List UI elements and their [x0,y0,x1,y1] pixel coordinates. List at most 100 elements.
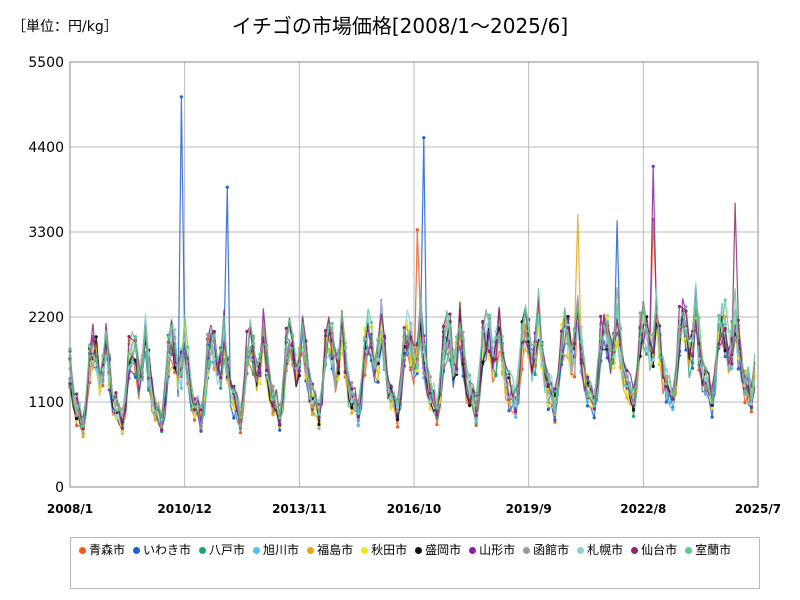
legend-item: 青森市 [79,541,125,559]
legend-label: いわき市 [143,543,192,557]
data-point [514,409,518,414]
data-point [592,404,596,408]
data-point [245,329,249,334]
data-point [422,371,426,375]
data-point [238,415,242,420]
legend-label: 盛岡市 [425,543,462,557]
data-point [258,371,262,375]
data-point [723,355,727,359]
data-point [75,413,79,417]
legend-label: 福島市 [317,543,354,557]
data-point [435,409,439,414]
legend-label: 仙台市 [641,543,678,557]
data-point [422,136,426,140]
data-point [736,356,740,360]
data-point [586,394,590,399]
legend-item: 秋田市 [361,541,407,559]
data-point [251,356,256,360]
legend-label: 札幌市 [587,543,624,557]
y-tick-label: 2200 [28,310,64,326]
data-point [81,427,85,431]
data-point [350,381,354,385]
data-point [448,358,452,362]
data-point [730,367,734,371]
data-point [631,388,636,392]
series-山形市 [68,164,756,432]
data-point [265,368,269,372]
data-point [422,343,426,347]
legend-item: 盛岡市 [415,541,461,559]
data-point [147,372,151,376]
data-point [310,386,314,390]
data-point [468,403,472,407]
data-point [330,321,334,325]
data-point [271,404,275,408]
data-point [415,371,419,375]
data-point [402,356,406,360]
data-point [441,349,446,353]
series-line [69,287,756,427]
data-point [284,345,288,349]
data-point [717,313,721,318]
data-point [664,400,668,404]
data-point [206,332,210,336]
data-point [743,391,747,395]
data-point [651,351,655,355]
data-point [730,353,734,357]
data-point [376,376,380,381]
data-point [88,344,92,348]
data-point [651,332,655,336]
data-point [317,426,321,431]
data-point [579,340,583,344]
data-point [605,315,609,319]
data-point [166,335,170,339]
data-point [559,322,564,326]
data-point [297,363,301,367]
data-point [605,321,609,325]
legend-item: 函館市 [523,541,569,559]
data-point [625,369,629,373]
data-point [645,327,649,331]
data-point [625,396,629,400]
data-point [179,95,183,99]
data-point [651,364,655,368]
legend-item: 八戸市 [199,541,245,559]
data-point [153,418,157,422]
y-tick-label: 5500 [28,55,64,71]
data-point [428,375,432,379]
data-point [527,344,531,348]
data-point [586,404,590,408]
data-point [572,329,577,333]
data-point [376,357,380,361]
data-point [658,324,662,328]
data-point [133,335,138,339]
data-point [192,414,197,419]
data-point [350,387,354,391]
data-point [409,345,413,349]
data-point [664,390,668,394]
data-point [114,413,118,417]
data-point [179,372,183,376]
data-point [494,373,498,378]
x-tick-label: 2010/12 [157,502,211,516]
data-point [330,361,334,365]
data-point [160,428,164,432]
data-point [671,392,675,396]
data-point [258,352,262,356]
data-point [337,377,341,381]
data-point [566,326,570,330]
data-point [179,386,183,390]
data-point [651,358,655,362]
legend-marker [685,546,693,554]
legend-marker [523,546,531,554]
data-point [461,357,465,361]
legend-item: 福島市 [307,541,353,559]
data-point [572,358,577,362]
data-point [199,426,203,430]
data-point [749,410,754,414]
data-point [736,318,740,322]
data-point [199,408,203,412]
data-point [160,424,164,428]
data-point [723,327,727,331]
data-point [704,391,708,395]
